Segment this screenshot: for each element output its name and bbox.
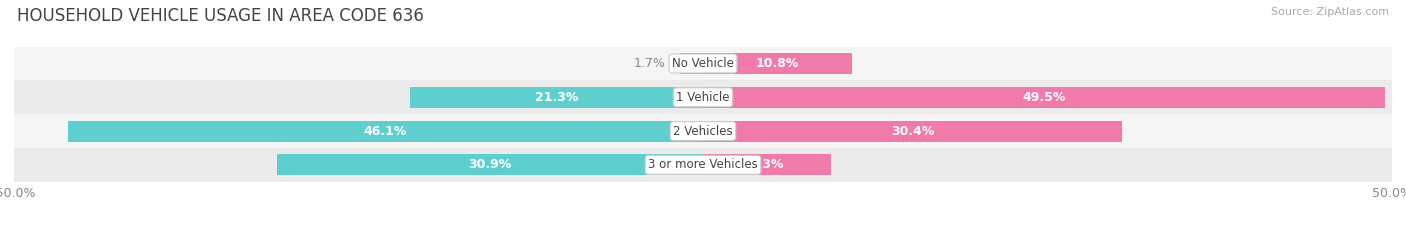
Text: 1 Vehicle: 1 Vehicle [676,91,730,104]
Text: 21.3%: 21.3% [534,91,578,104]
Text: 49.5%: 49.5% [1022,91,1066,104]
Bar [14,114,1392,148]
Text: 10.8%: 10.8% [755,57,799,70]
Text: 1.7%: 1.7% [634,57,666,70]
Text: No Vehicle: No Vehicle [672,57,734,70]
Bar [679,53,703,74]
Text: 30.4%: 30.4% [891,125,934,137]
Bar [14,47,1392,80]
Text: Source: ZipAtlas.com: Source: ZipAtlas.com [1271,7,1389,17]
Text: 30.9%: 30.9% [468,158,512,171]
Text: HOUSEHOLD VEHICLE USAGE IN AREA CODE 636: HOUSEHOLD VEHICLE USAGE IN AREA CODE 636 [17,7,423,25]
Text: 9.3%: 9.3% [749,158,785,171]
Bar [703,87,1385,108]
Text: 46.1%: 46.1% [364,125,408,137]
Bar [703,154,831,175]
Bar [409,87,703,108]
Bar [14,80,1392,114]
Bar [703,121,1122,141]
Text: 3 or more Vehicles: 3 or more Vehicles [648,158,758,171]
Bar [67,121,703,141]
Bar [703,53,852,74]
Text: 2 Vehicles: 2 Vehicles [673,125,733,137]
Bar [14,148,1392,182]
Bar [277,154,703,175]
